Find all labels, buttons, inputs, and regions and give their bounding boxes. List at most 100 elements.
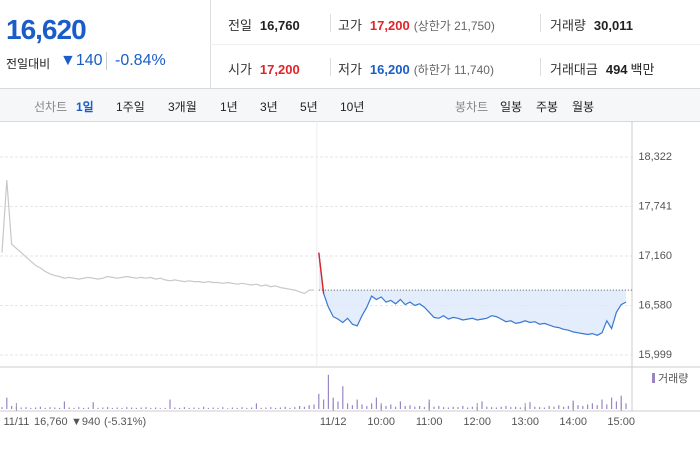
current-price: 16,620 bbox=[6, 14, 87, 45]
price-line bbox=[318, 252, 627, 336]
volume-bar bbox=[476, 407, 478, 409]
volume-bar bbox=[596, 405, 598, 409]
volume-bar bbox=[347, 403, 349, 409]
tab[interactable]: 주봉 bbox=[536, 100, 559, 114]
volume-bar bbox=[203, 406, 205, 409]
volume-bar bbox=[625, 403, 627, 409]
change-rate: -0.84% bbox=[106, 52, 166, 70]
volume-bar bbox=[135, 407, 137, 409]
volume-bar bbox=[327, 374, 329, 409]
x-tick-label: 15:00 bbox=[607, 416, 635, 428]
volume-bar bbox=[395, 406, 397, 409]
legend-swatch bbox=[652, 373, 655, 383]
volume-bar bbox=[491, 407, 493, 409]
volume-bar bbox=[68, 407, 70, 409]
volume-bar bbox=[145, 407, 147, 409]
volume-bar bbox=[6, 397, 8, 409]
volume-bar bbox=[30, 407, 32, 409]
volume-bar bbox=[227, 408, 229, 409]
volume-bar bbox=[428, 399, 430, 409]
tab[interactable]: 1주일 bbox=[116, 100, 145, 114]
volume-bar bbox=[183, 407, 185, 409]
tab[interactable]: 월봉 bbox=[572, 100, 595, 114]
tab-header: 봉차트 bbox=[455, 100, 489, 114]
tab[interactable]: 1일 bbox=[76, 100, 94, 114]
summary-value: 17,200 bbox=[369, 18, 410, 33]
tab[interactable]: 10년 bbox=[340, 100, 365, 114]
volume-bar bbox=[169, 399, 171, 409]
tab[interactable]: 3개월 bbox=[168, 100, 197, 114]
tab[interactable]: 3년 bbox=[260, 100, 278, 114]
summary-item: 전일 16,760 bbox=[228, 15, 300, 35]
volume-bar bbox=[462, 405, 464, 409]
volume-bar bbox=[126, 407, 128, 409]
volume-bar bbox=[1, 407, 3, 409]
volume-bar bbox=[294, 407, 296, 409]
chart: 18,322 17,741 17,160 16,580 15,999 11/11 11/12… bbox=[0, 121, 700, 428]
volume-bar bbox=[179, 407, 181, 409]
volume-bar bbox=[246, 407, 248, 409]
volume-bar bbox=[438, 405, 440, 409]
volume-bar bbox=[404, 405, 406, 409]
volume-bar bbox=[587, 404, 589, 409]
tab[interactable]: 일봉 bbox=[500, 100, 523, 114]
volume-bar bbox=[380, 405, 382, 409]
volume-bar bbox=[481, 401, 483, 409]
volume-bar bbox=[515, 406, 517, 409]
volume-bar bbox=[212, 407, 214, 409]
volume-bar bbox=[452, 406, 454, 409]
volume-bar bbox=[505, 405, 507, 409]
volume-bar bbox=[524, 407, 526, 409]
volume-bar bbox=[313, 404, 315, 409]
volume-bar bbox=[78, 407, 80, 409]
summary-value: 30,011 bbox=[593, 18, 633, 33]
footer-rate: (-5.31%) bbox=[104, 416, 146, 428]
volume-bar bbox=[572, 400, 574, 409]
y-tick-label: 17,741 bbox=[638, 200, 672, 212]
volume-bar bbox=[299, 405, 301, 409]
volume-bar bbox=[606, 404, 608, 409]
y-tick-label: 18,322 bbox=[638, 151, 672, 163]
volume-bar bbox=[577, 405, 579, 409]
volume-bar bbox=[443, 407, 445, 409]
volume-bar bbox=[495, 407, 497, 409]
volume-bar bbox=[20, 407, 22, 409]
volume-bar bbox=[107, 407, 109, 409]
tab[interactable]: 5년 bbox=[300, 100, 318, 114]
volume-bar bbox=[539, 407, 541, 409]
volume-bar bbox=[116, 407, 118, 409]
volume-bar bbox=[529, 402, 531, 409]
volume-bar bbox=[332, 397, 334, 409]
volume-bar bbox=[102, 407, 104, 409]
volume-bar bbox=[601, 399, 603, 409]
volume-bar bbox=[217, 407, 219, 409]
summary-item: 시가 17,200 bbox=[228, 59, 300, 79]
tab[interactable]: 1년 bbox=[220, 100, 238, 114]
summary-value: 16,200 bbox=[369, 62, 410, 77]
volume-bar bbox=[615, 401, 617, 409]
volume-bar bbox=[265, 407, 267, 409]
change-label: 전일대비 bbox=[6, 57, 51, 71]
volume-bar bbox=[241, 407, 243, 409]
volume-bar bbox=[275, 407, 277, 409]
summary-item: 거래량 30,011 bbox=[550, 15, 633, 35]
summary-item: 거래대금 494 백만 bbox=[550, 59, 654, 79]
volume-bar bbox=[553, 406, 555, 409]
summary-value: 17,200 bbox=[259, 62, 300, 77]
volume-bar bbox=[231, 407, 233, 409]
volume-bar bbox=[44, 407, 46, 409]
volume-bar bbox=[534, 406, 536, 409]
volume-bar bbox=[11, 405, 13, 409]
volume-bar bbox=[260, 407, 262, 409]
volume-bar bbox=[375, 397, 377, 409]
volume-bar bbox=[174, 407, 176, 409]
summary-label: 시가 bbox=[228, 62, 252, 77]
summary-label: 거래량 bbox=[550, 18, 586, 33]
summary-value: 494 bbox=[605, 62, 628, 77]
volume-bar bbox=[558, 405, 560, 409]
volume-bar bbox=[92, 402, 94, 409]
volume-bar bbox=[49, 407, 51, 409]
divider bbox=[540, 14, 541, 32]
volume-bar bbox=[447, 407, 449, 409]
x-tick-label: 11/12 bbox=[320, 416, 347, 428]
